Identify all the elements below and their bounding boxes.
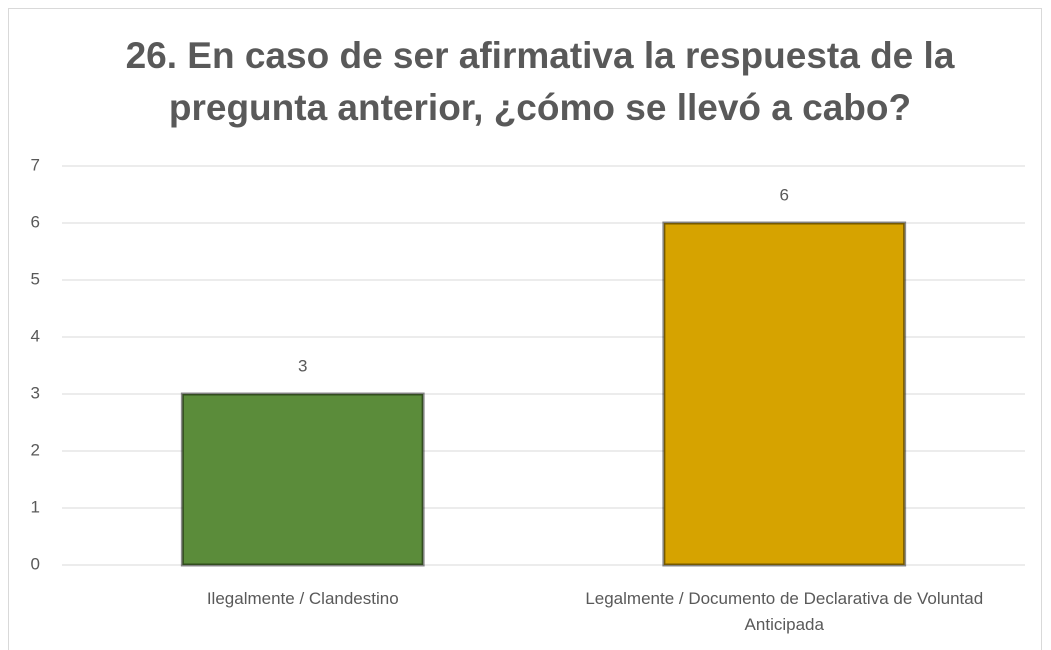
- y-tick-label: 2: [31, 440, 40, 459]
- y-tick-label: 1: [31, 497, 40, 516]
- data-label: 3: [298, 356, 307, 375]
- chart-frame: [8, 8, 1042, 650]
- x-tick-label: Legalmente / Documento de Declarativa de…: [585, 589, 984, 634]
- x-tick-label: Ilegalmente / Clandestino: [206, 589, 399, 608]
- chart-title: 26. En caso de ser afirmativa la respues…: [125, 35, 955, 128]
- y-tick-label: 7: [31, 155, 40, 174]
- y-tick-label: 6: [31, 212, 40, 231]
- y-tick-label: 4: [31, 326, 40, 345]
- data-label: 6: [780, 185, 789, 204]
- bar: [180, 392, 425, 567]
- bar: [662, 221, 907, 567]
- y-tick-label: 3: [31, 383, 40, 402]
- y-tick-label: 0: [31, 554, 40, 573]
- y-tick-label: 5: [31, 269, 40, 288]
